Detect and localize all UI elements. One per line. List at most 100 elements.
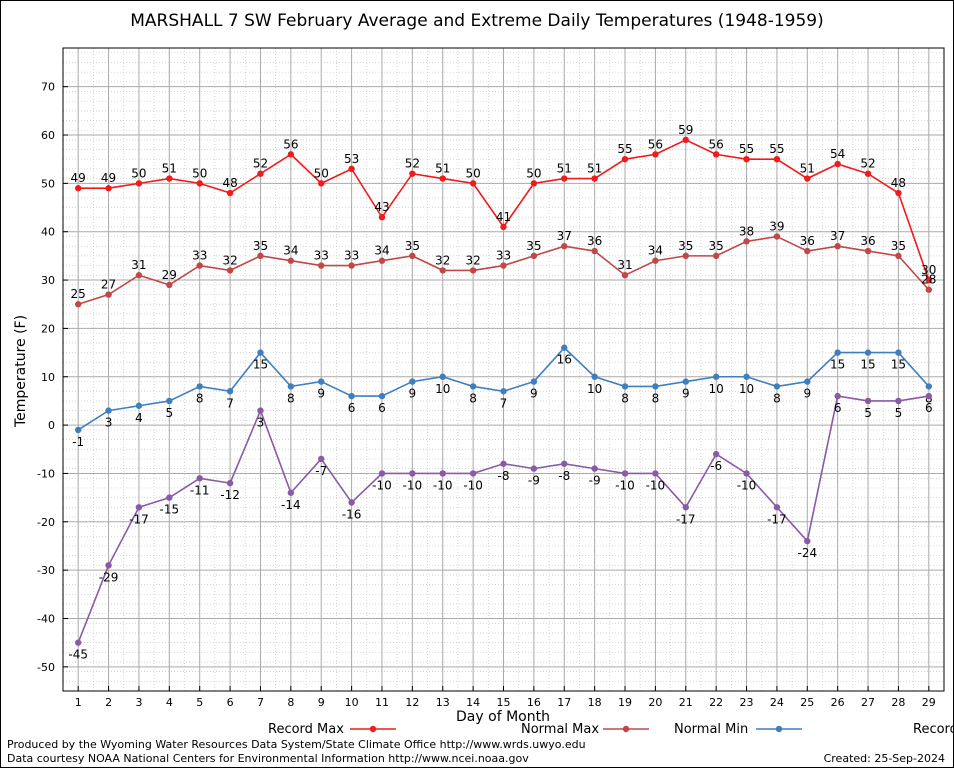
normal-max-series: 25 27 31 29 33 32 35 34 33 33 34 35 32 32 33 35 37 36 31 34… [71,220,936,308]
record-max-point [74,185,82,192]
record-max-point [743,155,750,163]
normal-min-data-label: 8 [652,391,660,405]
record-max-point [409,170,416,177]
record-min-data-label: -11 [190,483,210,497]
normal-max-data-label: 36 [860,234,875,248]
record-min-point [409,470,416,477]
record-min-point [378,470,386,477]
normal-max-data-label: 35 [526,239,541,253]
legend-label: Record Max [268,722,344,737]
record-min-data-label: -8 [558,469,570,483]
y-tick-label: -50 [37,661,55,674]
legend-label: Record Min [913,722,954,737]
normal-min-point [743,373,750,380]
normal-min-point [591,373,598,380]
normal-max-data-label: 34 [283,244,298,258]
normal-min-data-label: 9 [803,387,811,401]
y-axis-label: Temperature (F) [13,315,29,428]
normal-min-point [378,392,386,400]
record-min-point [287,489,295,496]
record-max-data-label: 50 [314,166,329,180]
normal-max-data-label: 35 [253,239,268,253]
record-max-point [864,170,872,177]
normal-min-point [682,378,689,385]
record-min-data-label: -45 [68,648,88,662]
record-min-point [135,504,143,511]
normal-min-point [864,349,872,356]
record-min-point [469,470,477,477]
record-min-data-label: -17 [129,512,149,526]
normal-max-data-label: 31 [131,258,146,272]
record-min-data-label: 3 [257,416,265,430]
normal-min-point [226,388,234,395]
normal-min-data-label: 8 [621,391,629,405]
normal-min-data-label: 9 [409,387,417,401]
x-tick-label: 21 [679,696,693,709]
y-tick-label: 30 [41,274,55,287]
record-max-data-label: 54 [830,147,845,161]
normal-max-point [682,252,689,260]
normal-max-point [469,267,477,274]
normal-min-data-label: 6 [378,401,386,415]
normal-min-data-label: 16 [557,353,572,367]
record-min-point [561,460,568,467]
normal-max-point [591,247,598,255]
normal-max-data-label: 39 [769,220,784,234]
record-max-point [135,180,143,187]
x-tick-label: 14 [466,696,480,709]
record-min-data-label: -17 [676,512,696,526]
record-min-point [864,397,872,405]
normal-min-data-label: 5 [166,406,174,420]
normal-min-data-label: 15 [830,358,845,372]
normal-max-point [257,252,264,260]
normal-max-data-label: 32 [435,253,450,267]
normal-min-point [348,392,355,400]
record-min-data-label: -8 [498,469,510,483]
y-tick-label: 40 [41,226,55,239]
normal-min-data-label: 8 [196,391,204,405]
normal-min-point [621,383,629,390]
x-tick-label: 5 [196,696,203,709]
record-max-point [318,180,325,187]
record-max-data-label: 53 [344,152,359,166]
record-min-point [257,407,264,414]
record-min-data-label: -9 [589,474,601,488]
record-min-data-label: -10 [463,478,483,492]
record-min-data-label: -9 [528,474,540,488]
record-max-point [166,175,173,182]
normal-max-point [500,262,507,269]
x-tick-label: 29 [922,696,936,709]
record-max-point [226,189,234,197]
normal-min-data-label: 9 [317,387,325,401]
record-min-point [895,397,902,405]
normal-max-data-label: 35 [709,239,724,253]
normal-min-point [196,383,203,390]
normal-min-data-label: -1 [72,435,84,449]
normal-min-data-label: 9 [682,387,690,401]
normal-max-point [834,243,841,250]
record-min-point [773,504,781,511]
normal-max-data-label: 29 [162,268,177,282]
y-tick-label: 20 [41,322,55,335]
record-max-data-label: 52 [860,157,875,171]
normal-max-data-label: 38 [739,224,754,238]
record-max-point [378,214,386,221]
normal-min-point [500,388,507,395]
x-tick-label: 16 [527,696,541,709]
record-min-point [621,470,629,477]
normal-max-data-label: 32 [222,253,237,267]
normal-min-point [439,373,446,380]
record-min-point [226,479,234,487]
record-max-data-label: 59 [678,123,693,137]
normal-max-point [74,301,82,308]
record-max-data-label: 50 [131,166,146,180]
record-min-data-label: 5 [864,406,872,420]
normal-max-point [621,272,629,279]
x-tick-label: 4 [166,696,173,709]
record-max-point [469,180,477,187]
record-max-point [500,223,507,231]
record-max-data-label: 49 [101,171,116,185]
record-max-data-label: 56 [709,137,724,151]
x-tick-label: 10 [345,696,359,709]
